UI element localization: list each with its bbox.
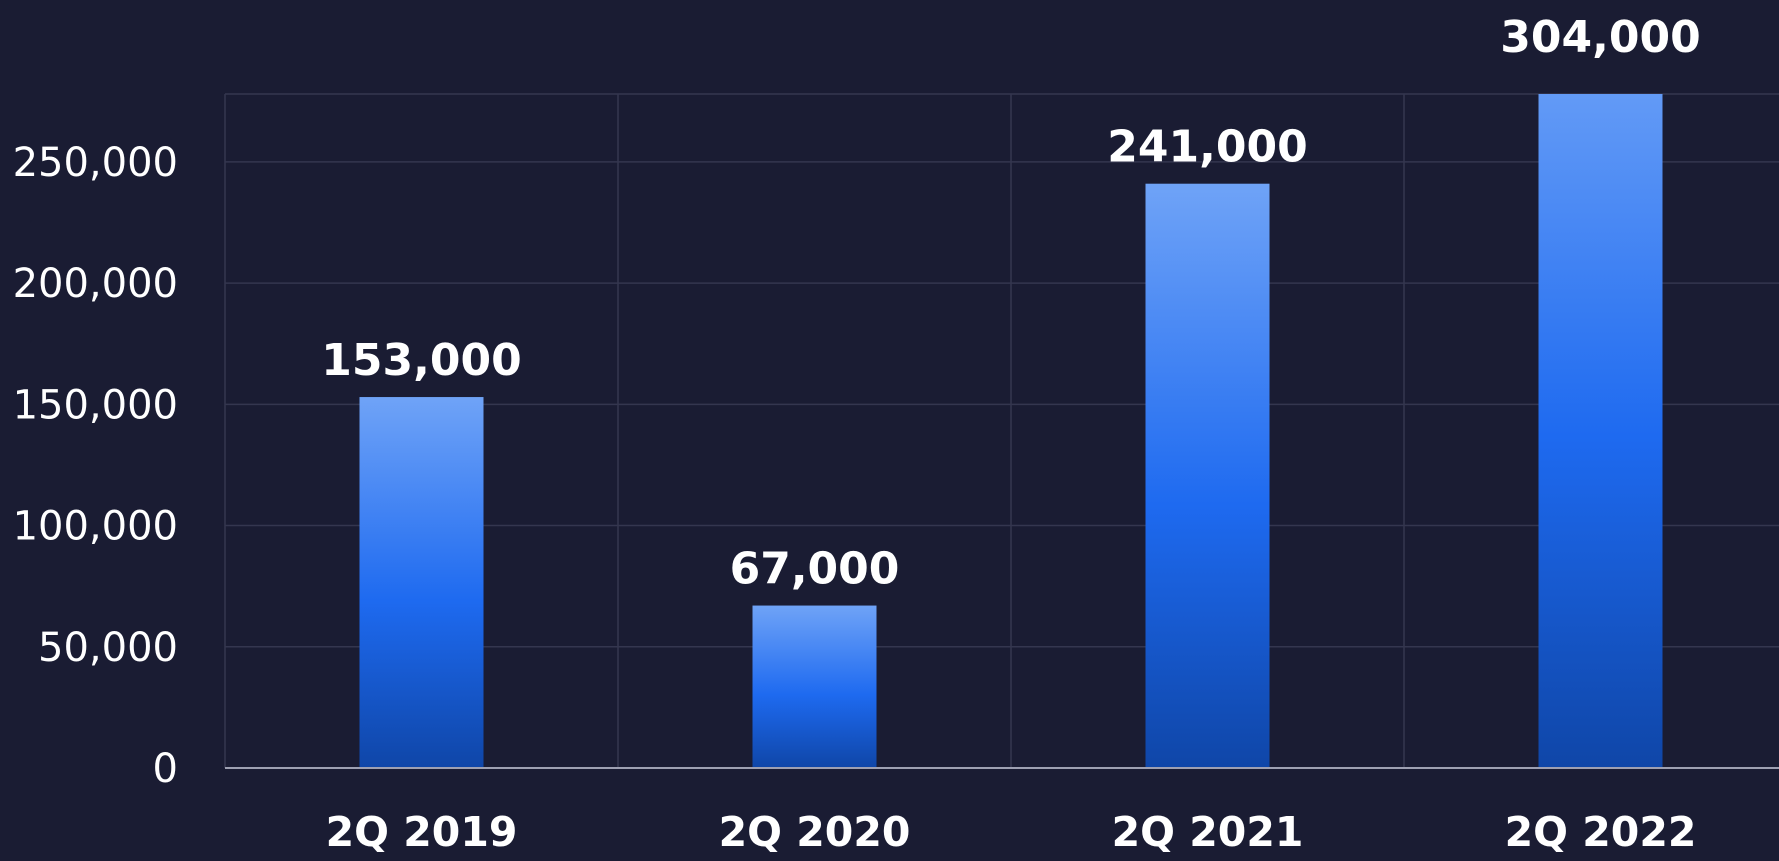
- data-label: 304,000: [1500, 12, 1700, 63]
- x-category-label: 2Q 2020: [719, 808, 911, 856]
- data-label: 153,000: [321, 335, 521, 386]
- data-label: 241,000: [1107, 122, 1307, 173]
- bar-2q-2022: [1538, 94, 1663, 768]
- x-category-label: 2Q 2019: [326, 808, 518, 856]
- y-tick-label: 150,000: [13, 382, 178, 428]
- data-label: 67,000: [730, 544, 900, 595]
- y-tick-label: 200,000: [13, 261, 178, 307]
- x-category-label: 2Q 2021: [1112, 808, 1304, 856]
- bar-2q-2020: [752, 605, 877, 768]
- y-tick-label: 250,000: [13, 140, 178, 186]
- grid-lines: [224, 93, 1779, 768]
- y-tick-label: 50,000: [38, 625, 178, 671]
- bar-2q-2021: [1145, 183, 1270, 768]
- labels: 0 50,000 100,000 150,000 200,000 250,000 153,0…: [13, 12, 1701, 856]
- x-category-label: 2Q 2022: [1505, 808, 1697, 856]
- y-tick-label: 0: [153, 746, 178, 792]
- bar-2q-2019: [359, 397, 484, 768]
- y-tick-label: 100,000: [13, 504, 178, 550]
- bars: [359, 94, 1663, 768]
